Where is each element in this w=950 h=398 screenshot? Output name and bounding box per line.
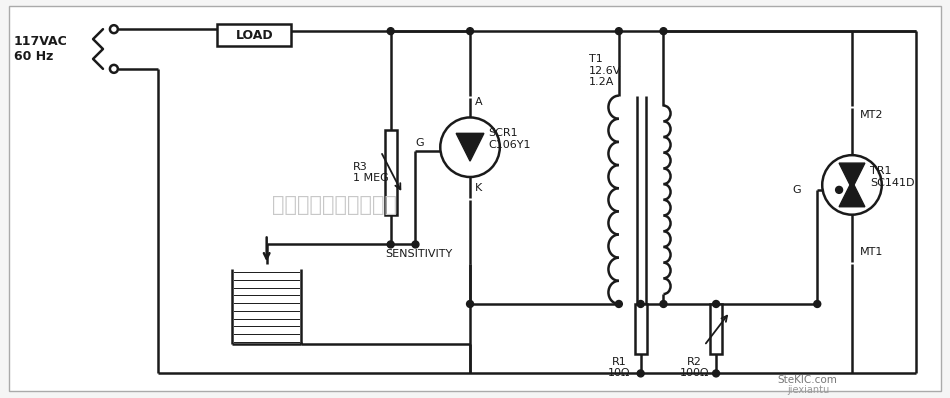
Text: LOAD: LOAD <box>236 29 273 42</box>
Circle shape <box>836 186 843 193</box>
Circle shape <box>616 28 622 35</box>
Circle shape <box>440 117 500 177</box>
Circle shape <box>388 241 394 248</box>
Text: TR1
SC141D: TR1 SC141D <box>870 166 914 188</box>
Circle shape <box>110 65 118 73</box>
Text: jiexiantu: jiexiantu <box>788 385 829 395</box>
Circle shape <box>388 28 394 35</box>
Text: R1
10Ω: R1 10Ω <box>608 357 630 378</box>
Circle shape <box>660 28 667 35</box>
Text: K: K <box>475 183 483 193</box>
Circle shape <box>637 300 644 307</box>
Bar <box>710 304 722 353</box>
Circle shape <box>466 28 473 35</box>
Circle shape <box>814 300 821 307</box>
Circle shape <box>466 300 473 307</box>
Circle shape <box>660 300 667 307</box>
Text: MT1: MT1 <box>860 248 884 258</box>
Circle shape <box>616 300 622 307</box>
Circle shape <box>712 300 719 307</box>
Text: SteKIC.com: SteKIC.com <box>778 375 838 385</box>
Text: R3
1 MEG: R3 1 MEG <box>353 162 389 183</box>
Bar <box>217 24 292 46</box>
Bar <box>385 131 397 215</box>
Text: MT2: MT2 <box>860 111 884 121</box>
Polygon shape <box>839 163 864 189</box>
Text: SENSITIVITY: SENSITIVITY <box>386 250 453 259</box>
Circle shape <box>822 155 882 215</box>
Circle shape <box>412 241 419 248</box>
Text: T1
12.6V
1.2A: T1 12.6V 1.2A <box>589 54 621 88</box>
Circle shape <box>712 370 719 377</box>
Circle shape <box>637 370 644 377</box>
Text: 杭州朕智科技有限公司: 杭州朕智科技有限公司 <box>272 195 397 215</box>
Text: R2
100Ω: R2 100Ω <box>679 357 709 378</box>
Text: G: G <box>415 138 424 148</box>
Circle shape <box>110 25 118 33</box>
Bar <box>635 304 647 353</box>
Text: SCR1
C106Y1: SCR1 C106Y1 <box>488 129 530 150</box>
Text: A: A <box>475 97 483 107</box>
Polygon shape <box>456 133 484 161</box>
Polygon shape <box>839 181 864 207</box>
Text: G: G <box>792 185 802 195</box>
Text: 117VAC
60 Hz: 117VAC 60 Hz <box>13 35 67 63</box>
